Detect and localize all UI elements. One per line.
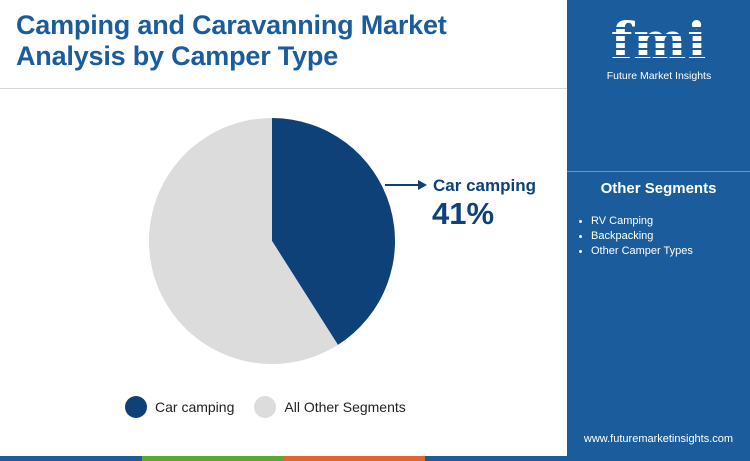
segment-item: RV Camping [579,214,693,229]
callout-arrow-head [418,180,427,190]
fmi-logo: fmi Future Market Insights [595,8,723,88]
callout-label: Car camping [433,176,536,195]
legend-label-all-other-segments: All Other Segments [284,399,406,415]
other-segments-heading: Other Segments [600,180,717,197]
bullet-icon [579,220,582,223]
legend-label-car-camping: Car camping [155,399,235,415]
pie-slice-car-camping [272,118,395,345]
website-url: www.futuremarketinsights.com [583,433,734,445]
chart-legend: Car camping All Other Segments [125,396,426,418]
other-segments-list: RV Camping Backpacking Other Camper Type… [579,214,693,259]
segment-label: Other Camper Types [591,245,693,257]
panel-divider [567,171,750,172]
callout-value: 41% [432,196,495,231]
bottom-bar-segment [425,456,567,461]
legend-swatch-all-other-segments [254,396,277,418]
bottom-color-bar [0,456,567,461]
logo-stripes [595,22,723,66]
side-panel: fmi Future Market Insights Other Segment… [567,0,750,461]
bullet-icon [579,250,582,253]
pie-slice-all-other-segments [148,118,338,364]
pie-chart [148,118,427,364]
segment-item: Backpacking [579,229,693,244]
chart-title: Camping and Caravanning Market Analysis … [16,10,447,71]
segment-item: Other Camper Types [579,244,693,259]
bottom-bar-segment [141,456,284,461]
segment-label: Backpacking [591,230,654,242]
bottom-bar-segment [0,456,142,461]
segment-label: RV Camping [591,215,654,227]
legend-item-all-other-segments: All Other Segments [254,396,406,418]
title-divider [0,88,567,89]
legend-item-car-camping: Car camping [125,396,234,418]
bottom-bar-segment [283,456,426,461]
bullet-icon [579,235,582,238]
legend-swatch-car-camping [125,396,147,418]
logo-subtitle: Future Market Insights [606,70,712,82]
